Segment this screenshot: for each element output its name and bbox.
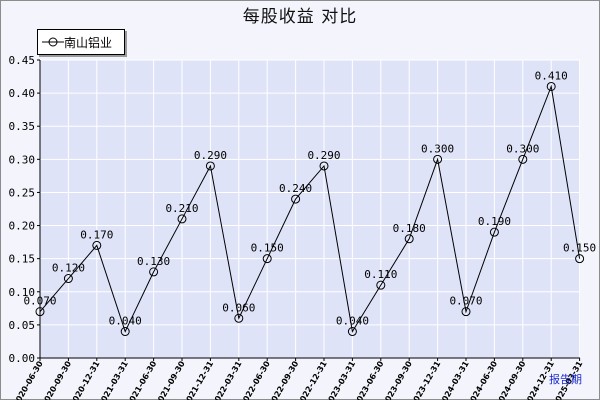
y-tick-label-0: 0.00 [9, 352, 36, 365]
data-point-13 [404, 234, 414, 244]
data-label-12: 0.110 [364, 268, 397, 281]
x-tick-label-13: 2023-09-30 [381, 359, 415, 400]
data-point-14 [433, 154, 443, 164]
x-tick-label-12: 2023-06-30 [352, 359, 386, 400]
data-point-10 [319, 161, 329, 171]
data-label-2: 0.170 [80, 228, 113, 241]
data-point-0 [35, 307, 45, 317]
x-tick-label-9: 2022-09-30 [267, 359, 301, 400]
y-tick-label-4: 0.20 [9, 220, 36, 233]
data-point-5 [177, 214, 187, 224]
y-tick-label-8: 0.40 [9, 87, 36, 100]
x-tick-label-6: 2021-12-31 [182, 359, 216, 400]
data-point-4 [149, 267, 159, 277]
data-point-8 [262, 254, 272, 264]
x-tick-label-4: 2021-06-30 [125, 359, 159, 400]
y-tick-labels: 0.00 0.05 0.10 0.15 0.20 0.25 0.30 0.35 0.40 0.45 [9, 54, 40, 365]
data-label-14: 0.300 [421, 142, 454, 155]
data-point-16 [489, 227, 499, 237]
x-tick-label-8: 2022-06-30 [239, 359, 273, 400]
data-label-15: 0.070 [449, 295, 482, 308]
x-tick-label-5: 2021-09-30 [153, 359, 187, 400]
data-label-16: 0.190 [478, 215, 511, 228]
x-tick-label-0: 2020-06-30 [11, 359, 45, 400]
x-tick-label-17: 2024-09-30 [494, 359, 528, 400]
x-tick-label-15: 2024-03-31 [437, 359, 471, 400]
data-point-15 [461, 307, 471, 317]
y-tick-label-5: 0.25 [9, 186, 36, 199]
x-tick-label-14: 2023-12-31 [409, 359, 443, 400]
data-label-8: 0.150 [251, 242, 284, 255]
x-tick-labels: 2020-06-302020-09-302020-12-312021-03-31… [11, 358, 585, 400]
data-point-9 [291, 194, 301, 204]
data-label-3: 0.040 [109, 315, 142, 328]
data-point-17 [518, 154, 528, 164]
data-label-11: 0.040 [336, 315, 369, 328]
data-labels: 0.070 0.120 0.170 0.040 0.130 0.210 0.290 0.060… [23, 69, 596, 327]
data-label-4: 0.130 [137, 255, 170, 268]
data-label-13: 0.180 [393, 222, 426, 235]
x-tick-label-11: 2023-03-31 [324, 359, 358, 400]
data-label-0: 0.070 [23, 295, 56, 308]
chart-title: 每股收益 对比 [242, 7, 358, 27]
data-label-7: 0.060 [222, 301, 255, 314]
data-point-6 [205, 161, 215, 171]
y-tick-label-6: 0.30 [9, 153, 36, 166]
data-label-18: 0.410 [535, 69, 568, 82]
series-line-nanshan [39, 84, 581, 333]
data-point-18 [546, 81, 556, 91]
x-tick-label-10: 2022-12-31 [295, 359, 329, 400]
legend-marker-icon [42, 37, 64, 47]
axes [39, 60, 580, 359]
data-point-2 [92, 240, 102, 250]
x-tick-label-16: 2024-06-30 [466, 359, 500, 400]
data-label-9: 0.240 [279, 182, 312, 195]
data-label-17: 0.300 [506, 142, 539, 155]
data-point-11 [347, 327, 357, 337]
data-label-1: 0.120 [52, 262, 85, 275]
series-line-layer [39, 84, 581, 333]
data-label-19: 0.150 [563, 242, 596, 255]
y-tick-label-9: 0.45 [9, 54, 36, 67]
data-point-3 [120, 327, 130, 337]
data-point-1 [63, 274, 73, 284]
x-tick-label-1: 2020-09-30 [40, 359, 74, 400]
x-tick-label-7: 2022-03-31 [210, 359, 244, 400]
y-tick-label-7: 0.35 [9, 120, 36, 133]
data-point-19 [575, 254, 585, 264]
legend-label-series: 南山铝业 [64, 36, 113, 50]
y-tick-label-1: 0.05 [9, 319, 36, 332]
y-tick-label-3: 0.15 [9, 253, 36, 266]
data-point-7 [234, 313, 244, 323]
legend: 南山铝业 [37, 29, 125, 55]
x-tick-label-2: 2020-12-31 [68, 359, 102, 400]
data-point-12 [376, 280, 386, 290]
y-tick-label-2: 0.10 [9, 286, 36, 299]
data-label-5: 0.210 [165, 202, 198, 215]
x-tick-label-3: 2021-03-31 [97, 359, 131, 400]
data-label-6: 0.290 [194, 149, 227, 162]
grid-lines [39, 59, 581, 359]
data-label-10: 0.290 [307, 149, 340, 162]
x-axis-label: 报告期 [549, 372, 582, 386]
plot-background [40, 60, 580, 358]
data-points [35, 81, 585, 337]
